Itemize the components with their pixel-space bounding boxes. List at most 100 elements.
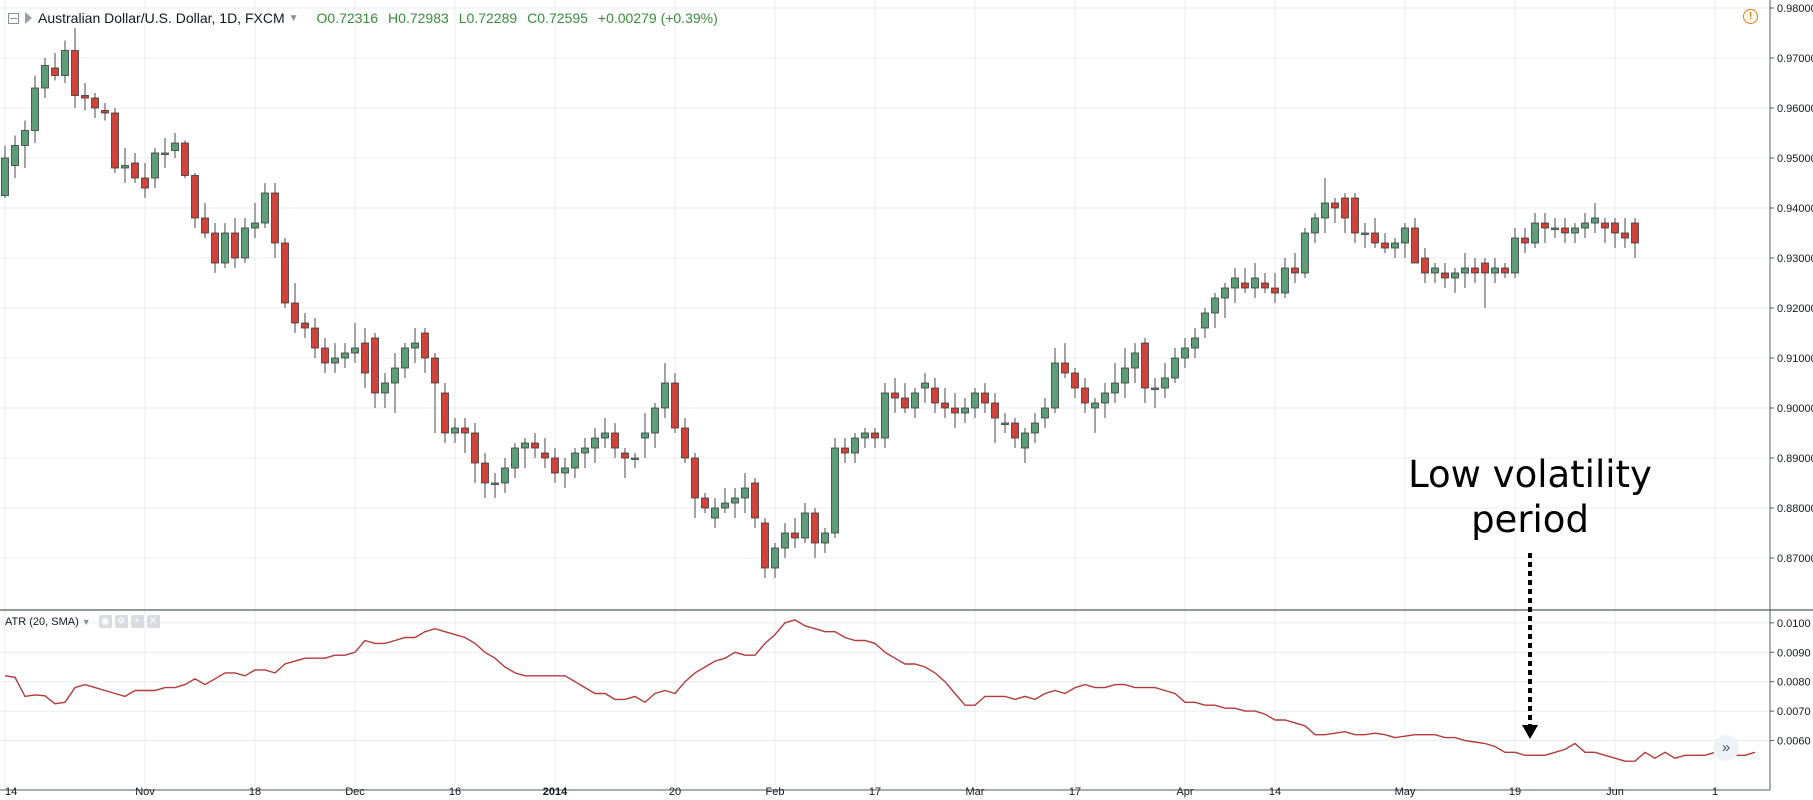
chevron-down-icon[interactable]: ▼ <box>288 12 299 24</box>
candle-body <box>171 142 179 151</box>
candle <box>161 138 169 168</box>
candle <box>1041 398 1049 428</box>
price-tick-label: 0.89000 <box>1777 453 1813 465</box>
annotation-line-2: period <box>1471 498 1589 541</box>
close-icon[interactable]: ✕ <box>146 615 160 628</box>
candle-body <box>321 347 329 364</box>
candle-body <box>981 392 989 404</box>
candle <box>401 343 409 378</box>
candle-body <box>521 442 529 449</box>
candle-body <box>411 342 419 349</box>
candle-body <box>11 145 19 166</box>
candle <box>1431 263 1439 283</box>
candle <box>1271 273 1279 303</box>
grid <box>0 0 1770 790</box>
candle <box>61 40 69 83</box>
candle <box>1451 268 1459 293</box>
candle-body <box>741 487 749 499</box>
candle <box>1391 238 1399 258</box>
candle <box>831 438 839 538</box>
chevron-down-icon[interactable]: ▼ <box>81 616 91 627</box>
candle-body <box>1231 277 1239 289</box>
candle-body <box>1221 287 1229 299</box>
candle-body <box>1401 227 1409 244</box>
atr-tick-label: 0.0090 <box>1777 647 1811 659</box>
candle-body <box>381 382 389 394</box>
candle-body <box>401 347 409 369</box>
time-tick-label: Nov <box>135 786 155 798</box>
candle <box>1231 268 1239 303</box>
candle <box>1531 213 1539 248</box>
candles <box>1 28 1639 578</box>
candle <box>191 173 199 228</box>
candle <box>1591 203 1599 233</box>
price-tick-label: 0.92000 <box>1777 303 1813 315</box>
symbol-title: Australian Dollar/U.S. Dollar, 1D, FXCM <box>38 10 285 26</box>
price-tick-label: 0.95000 <box>1777 153 1813 165</box>
candle-body <box>491 482 499 485</box>
candle-body <box>1531 222 1539 244</box>
candle <box>1371 218 1379 248</box>
candle-body <box>751 482 759 519</box>
candle <box>681 418 689 463</box>
candle <box>321 338 329 373</box>
candle <box>1511 228 1519 278</box>
candle <box>1181 338 1189 368</box>
candle <box>1441 263 1449 288</box>
atr-tick-label: 0.0100 <box>1777 618 1811 630</box>
candle-body <box>251 222 259 229</box>
candle-body <box>1561 227 1569 234</box>
candle-body <box>551 457 559 474</box>
candle <box>211 223 219 273</box>
time-tick-label: 20 <box>669 786 681 798</box>
candle-body <box>471 432 479 464</box>
collapse-icon[interactable] <box>8 12 19 24</box>
warning-icon[interactable]: ! <box>1743 9 1758 24</box>
candle <box>101 103 109 121</box>
candle-body <box>961 407 969 414</box>
scroll-to-realtime-button[interactable]: » <box>1713 735 1739 761</box>
candle <box>1461 253 1469 288</box>
candle-body <box>771 547 779 569</box>
time-tick-label: Apr <box>1176 786 1193 798</box>
candle-body <box>101 110 109 114</box>
candle-body <box>1071 372 1079 389</box>
candle <box>961 398 969 423</box>
candle-body <box>1511 237 1519 274</box>
candle <box>611 423 619 458</box>
candle-body <box>281 242 289 304</box>
more-icon[interactable]: + <box>130 615 144 628</box>
high-value: H0.72983 <box>388 10 449 26</box>
flag-icon[interactable] <box>25 12 32 24</box>
candle-body <box>511 447 519 469</box>
candle <box>1541 213 1549 243</box>
eye-icon[interactable]: ◉ <box>98 615 112 628</box>
candle-body <box>1211 297 1219 314</box>
price-tick-label: 0.96000 <box>1777 103 1813 115</box>
candle <box>141 163 149 198</box>
candle-body <box>1541 222 1549 229</box>
time-tick-label: 18 <box>249 786 261 798</box>
candle <box>761 518 769 578</box>
settings-icon[interactable]: ✲ <box>114 615 128 628</box>
time-tick-label: May <box>1395 786 1416 798</box>
candle-body <box>161 152 169 155</box>
candle <box>581 438 589 468</box>
candle-body <box>971 392 979 409</box>
candle <box>981 383 989 413</box>
candle <box>1151 378 1159 408</box>
candle-body <box>241 227 249 259</box>
candle-body <box>731 497 739 504</box>
candle-body <box>1121 367 1129 384</box>
candle <box>331 343 339 373</box>
candle <box>201 203 209 238</box>
candle <box>941 388 949 418</box>
candle-body <box>1051 362 1059 409</box>
candle <box>1601 218 1609 243</box>
candle <box>851 433 859 463</box>
candle <box>871 428 879 448</box>
candle-body <box>1191 337 1199 349</box>
candle-body <box>1151 387 1159 390</box>
candle <box>411 328 419 363</box>
candle <box>421 328 429 373</box>
